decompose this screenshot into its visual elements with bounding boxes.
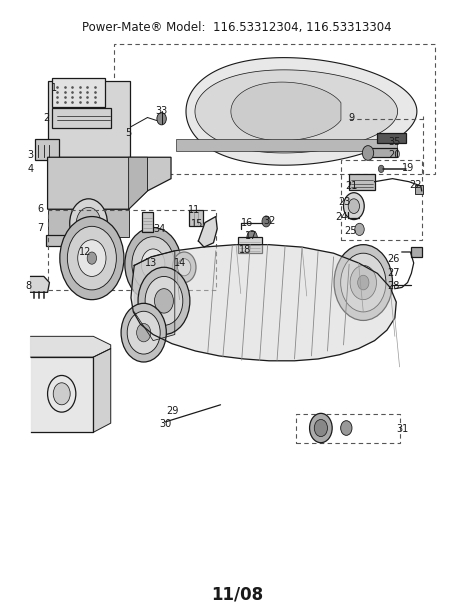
Text: 28: 28	[387, 281, 400, 291]
Text: 20: 20	[389, 150, 401, 160]
Circle shape	[70, 199, 108, 247]
Text: 17: 17	[245, 231, 257, 241]
Text: 16: 16	[241, 217, 254, 228]
Text: Power-Mate® Model:  116.53312304, 116.53313304: Power-Mate® Model: 116.53312304, 116.533…	[82, 21, 392, 34]
Circle shape	[173, 252, 196, 282]
Text: 32: 32	[263, 216, 275, 227]
Polygon shape	[52, 78, 105, 106]
Circle shape	[247, 231, 257, 244]
Polygon shape	[176, 139, 397, 151]
Text: 7: 7	[37, 222, 43, 233]
Polygon shape	[52, 107, 111, 128]
Polygon shape	[31, 336, 111, 357]
Polygon shape	[198, 217, 217, 247]
Polygon shape	[47, 81, 129, 157]
Text: 8: 8	[26, 281, 32, 290]
Circle shape	[145, 276, 183, 325]
Circle shape	[53, 383, 70, 405]
Circle shape	[138, 267, 190, 335]
Text: 27: 27	[387, 268, 400, 278]
Polygon shape	[349, 174, 374, 190]
Text: 13: 13	[145, 258, 157, 268]
Circle shape	[155, 289, 173, 313]
Text: 5: 5	[126, 128, 132, 138]
Text: 23: 23	[338, 197, 351, 207]
Polygon shape	[189, 211, 203, 227]
Polygon shape	[142, 212, 153, 233]
Text: 26: 26	[387, 254, 400, 264]
Polygon shape	[46, 235, 81, 246]
Polygon shape	[231, 82, 341, 141]
Polygon shape	[47, 209, 128, 237]
Text: 24: 24	[336, 212, 348, 222]
Text: 11/08: 11/08	[211, 585, 263, 604]
Circle shape	[137, 324, 151, 342]
Text: 9: 9	[348, 112, 354, 123]
Text: 11: 11	[188, 206, 200, 216]
Text: 12: 12	[79, 247, 91, 257]
Text: 35: 35	[389, 137, 401, 147]
Polygon shape	[31, 357, 93, 432]
Circle shape	[157, 112, 166, 125]
Polygon shape	[369, 148, 397, 157]
Polygon shape	[411, 247, 422, 257]
Circle shape	[334, 244, 392, 321]
Text: 22: 22	[409, 180, 421, 190]
Polygon shape	[31, 276, 49, 292]
Polygon shape	[47, 157, 171, 209]
Circle shape	[262, 216, 271, 227]
Circle shape	[141, 249, 165, 279]
Circle shape	[76, 208, 101, 239]
Polygon shape	[238, 237, 262, 253]
Text: 29: 29	[166, 406, 178, 416]
Circle shape	[125, 228, 182, 301]
Circle shape	[78, 239, 106, 276]
Circle shape	[314, 419, 328, 437]
Circle shape	[378, 165, 384, 173]
Circle shape	[87, 252, 97, 264]
Text: 1: 1	[51, 83, 57, 93]
Circle shape	[362, 146, 374, 160]
Circle shape	[350, 265, 376, 300]
Text: 21: 21	[345, 181, 357, 191]
Circle shape	[121, 303, 166, 362]
Text: 25: 25	[344, 225, 356, 236]
Text: 14: 14	[174, 258, 187, 268]
Circle shape	[355, 223, 364, 236]
Polygon shape	[195, 70, 398, 153]
Text: 34: 34	[153, 223, 165, 234]
Polygon shape	[134, 251, 175, 341]
Circle shape	[344, 193, 364, 220]
Text: 31: 31	[397, 424, 409, 434]
Polygon shape	[128, 157, 147, 209]
Text: 18: 18	[239, 244, 252, 255]
Text: 2: 2	[44, 112, 50, 123]
Circle shape	[357, 275, 369, 290]
Circle shape	[310, 413, 332, 443]
Polygon shape	[36, 139, 59, 160]
Text: 33: 33	[155, 106, 168, 117]
Text: 6: 6	[37, 204, 43, 214]
Circle shape	[127, 311, 160, 354]
Text: 30: 30	[159, 419, 172, 429]
Polygon shape	[93, 349, 111, 432]
Circle shape	[178, 258, 191, 276]
Polygon shape	[186, 58, 417, 165]
Text: 15: 15	[191, 219, 203, 230]
Circle shape	[132, 237, 174, 292]
Text: 3: 3	[27, 150, 34, 160]
Circle shape	[67, 227, 117, 290]
Circle shape	[60, 217, 124, 300]
Circle shape	[341, 421, 352, 435]
Circle shape	[348, 199, 359, 214]
Polygon shape	[415, 185, 423, 194]
Text: 4: 4	[27, 165, 34, 174]
Polygon shape	[377, 133, 406, 143]
Circle shape	[341, 253, 386, 312]
Polygon shape	[131, 244, 396, 361]
Text: 19: 19	[401, 163, 414, 173]
